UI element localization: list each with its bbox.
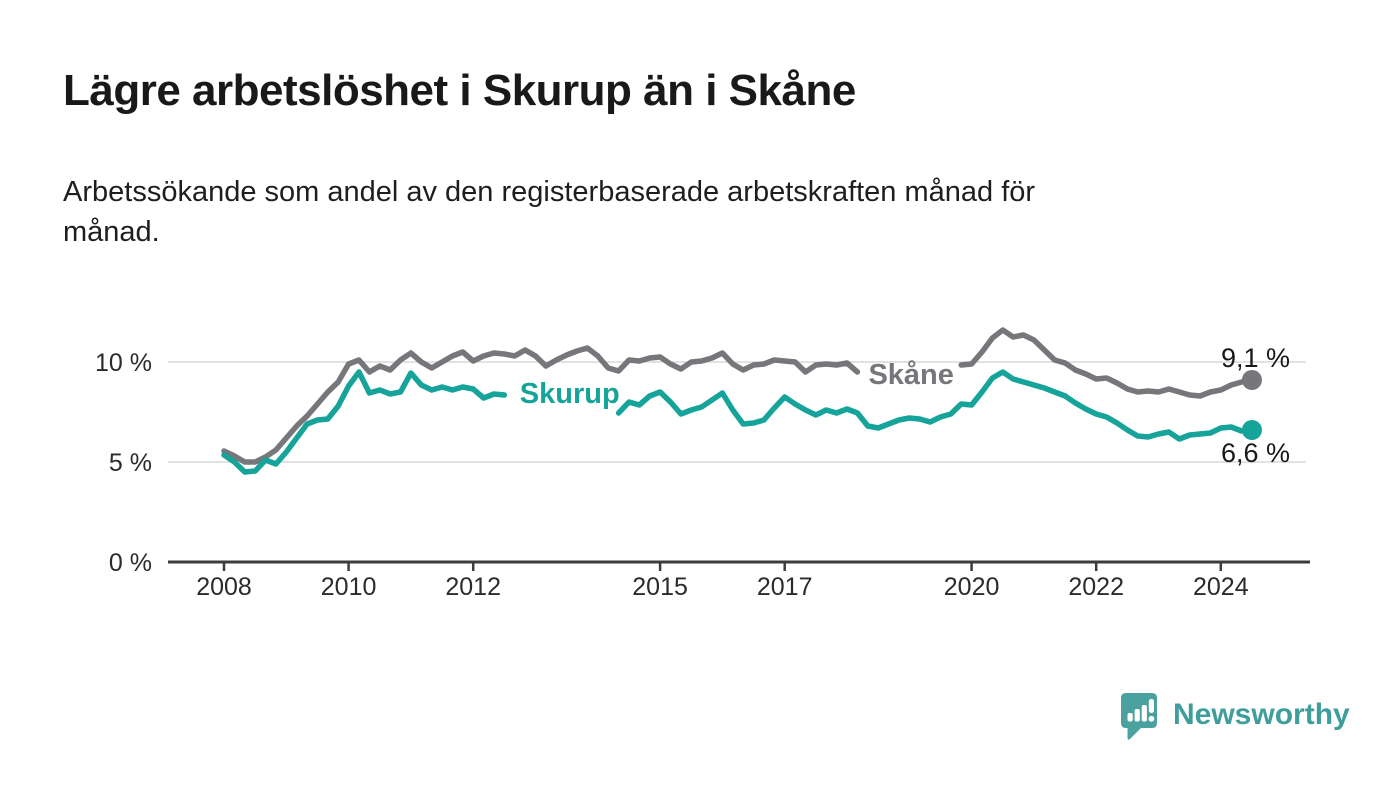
x-axis-tick-label: 2022 [1068, 573, 1124, 601]
skurup-latest-value-dot [1241, 420, 1262, 440]
skåne-line [221, 345, 861, 465]
skurup-series-label: Skurup [520, 378, 620, 410]
skåne-series-label: Skåne [868, 359, 953, 391]
skane-end-value-label: 9,1 % [1221, 343, 1290, 373]
x-axis-tick-label: 2010 [321, 573, 377, 601]
x-axis-tick-label: 2024 [1193, 573, 1249, 601]
y-axis-tick-label: 5 % [109, 449, 152, 477]
skåne-latest-value-dot [1241, 370, 1262, 390]
y-axis-tick-label: 0 % [109, 549, 152, 577]
x-axis-tick-label: 2020 [944, 573, 1000, 601]
x-axis-tick-label: 2015 [632, 573, 688, 601]
brand-name: Newsworthy [1173, 698, 1350, 731]
x-axis-tick-label: 2008 [196, 573, 252, 601]
x-axis-tick-label: 2017 [757, 573, 813, 601]
skåne-line [958, 327, 1255, 399]
skurup-line [221, 369, 508, 475]
y-axis-tick-label: 10 % [95, 349, 152, 377]
skurup-end-value-label: 6,6 % [1221, 438, 1290, 468]
x-axis-tick-label: 2012 [445, 573, 501, 601]
logo-bar-chart-glyph [1127, 699, 1155, 722]
page-subtitle: Arbetssökande som andel av den registerb… [63, 176, 1036, 249]
newsworthy-speech-bubble-bar-chart-icon [1121, 693, 1157, 740]
skurup-line [615, 369, 1255, 442]
page-title: Lägre arbetslöshet i Skurup än i Skåne [63, 66, 856, 115]
newsworthy-logo: Newsworthy [1113, 690, 1350, 740]
